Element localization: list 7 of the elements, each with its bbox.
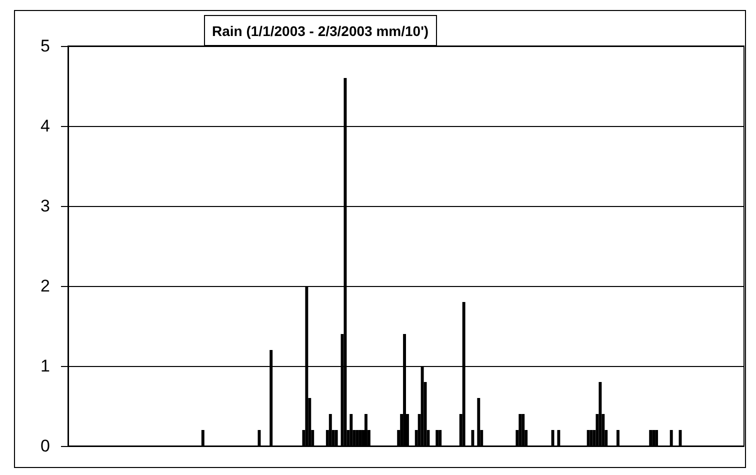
y-tick-label: 3: [40, 196, 50, 216]
y-tick-label: 4: [40, 116, 50, 136]
y-tick-label: 2: [40, 276, 50, 296]
chart-title: Rain (1/1/2003 - 2/3/2003 mm/10'): [212, 23, 429, 39]
y-tick-label: 0: [40, 436, 50, 456]
y-tick-label: 5: [40, 36, 50, 56]
y-tick-label: 1: [40, 356, 50, 376]
